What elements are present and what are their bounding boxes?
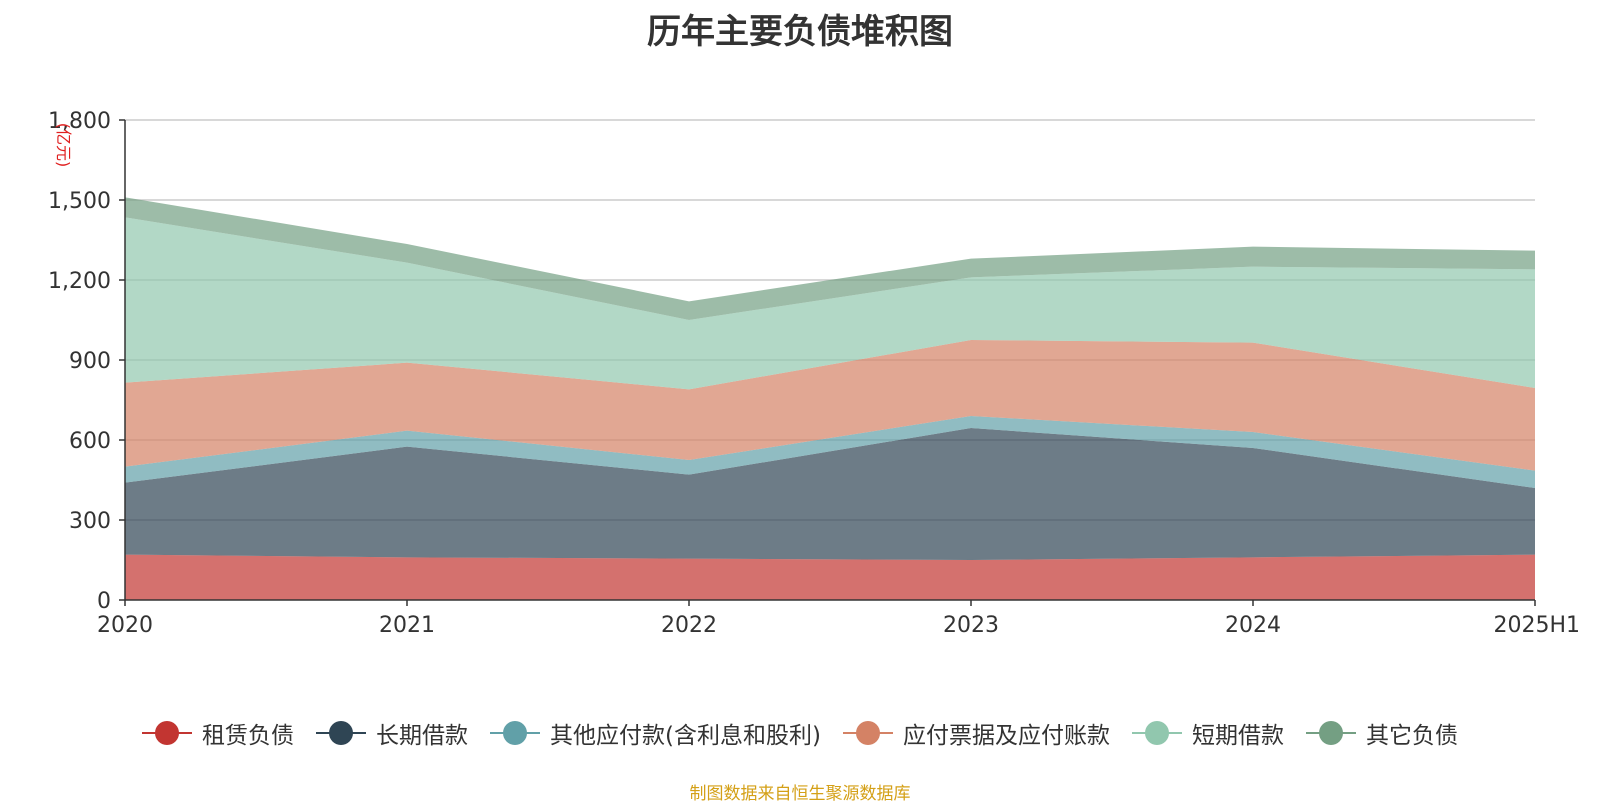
legend-item[interactable]: 其它负债 (1305, 716, 1458, 750)
area-series (125, 416, 1535, 488)
area-series-layer (125, 197, 1535, 600)
legend-label: 长期借款 (376, 723, 469, 749)
x-tick-label: 2024 (1225, 613, 1281, 638)
area-series (125, 340, 1535, 471)
y-tick-label: 900 (69, 349, 111, 374)
area-series (125, 554, 1535, 600)
legend-item[interactable]: 应付票据及应付账款 (842, 716, 1110, 750)
axes (119, 119, 1536, 606)
legend-marker-icon (490, 721, 541, 745)
legend-label: 租赁负债 (202, 723, 295, 749)
legend-marker-icon (1305, 721, 1356, 745)
legend-item[interactable]: 其他应付款(含利息和股利) (490, 716, 821, 750)
x-tick-label: 2025H1 (1493, 613, 1580, 638)
legend-label: 其它负债 (1365, 723, 1458, 749)
y-tick-labels: 0 300 600 900 1,200 1,500 1,800 (48, 109, 111, 614)
legend-marker-icon (316, 721, 367, 745)
legend-item[interactable]: 长期借款 (316, 716, 468, 750)
legend-label: 应付票据及应付账款 (902, 723, 1110, 749)
source-note: 制图数据来自恒生聚源数据库 (689, 784, 911, 804)
area-series (125, 428, 1535, 560)
x-tick-label: 2020 (97, 613, 153, 638)
x-tick-label: 2022 (661, 613, 717, 638)
area-series (125, 217, 1535, 390)
y-tick-label: 1,500 (48, 189, 111, 214)
chart-title: 历年主要负债堆积图 (647, 12, 953, 52)
y-tick-label: 1,800 (48, 109, 111, 134)
y-tick-label: 600 (69, 429, 111, 454)
area-series (125, 197, 1535, 320)
legend-marker-icon (842, 721, 893, 745)
legend-label: 其他应付款(含利息和股利) (550, 723, 821, 749)
y-axis-unit-label: (亿元) (54, 123, 73, 168)
y-tick-label: 300 (69, 509, 111, 534)
legend-item[interactable]: 租赁负债 (142, 716, 294, 750)
x-tick-label: 2021 (379, 613, 435, 638)
legend-marker-icon (142, 721, 193, 745)
y-tick-label: 1,200 (48, 269, 111, 294)
y-tick-label: 0 (97, 589, 111, 614)
x-tick-label: 2023 (943, 613, 999, 638)
legend-item[interactable]: 短期借款 (1131, 716, 1284, 750)
x-tick-labels: 2020 2021 2022 2023 2024 2025H1 (97, 613, 1580, 638)
legend-label: 短期借款 (1191, 723, 1284, 749)
legend-marker-icon (1131, 721, 1182, 745)
legend: 租赁负债 长期借款 其他应付款(含利息和股利) 应付票据及应付账款 短期借款 其它负债 (0, 716, 1600, 750)
